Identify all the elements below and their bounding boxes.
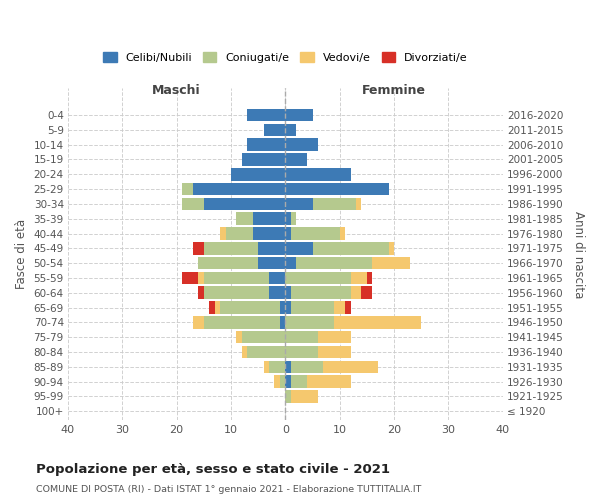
Bar [215,302,220,314]
Bar [291,212,296,225]
Bar [318,346,350,358]
Y-axis label: Fasce di età: Fasce di età [15,219,28,290]
Bar [307,376,350,388]
Bar [247,138,286,151]
Bar [204,272,269,284]
Bar [280,302,286,314]
Bar [286,346,318,358]
Bar [291,302,334,314]
Bar [286,286,291,299]
Bar [334,302,345,314]
Bar [286,242,313,254]
Bar [286,331,318,344]
Bar [182,198,204,210]
Bar [253,227,286,240]
Bar [199,272,204,284]
Bar [340,227,345,240]
Bar [286,153,307,166]
Bar [204,198,286,210]
Bar [286,124,296,136]
Bar [220,302,280,314]
Bar [199,257,258,270]
Bar [274,376,280,388]
Bar [286,272,350,284]
Bar [269,272,286,284]
Legend: Celibi/Nubili, Coniugati/e, Vedovi/e, Divorziati/e: Celibi/Nubili, Coniugati/e, Vedovi/e, Di… [99,48,472,67]
Bar [286,212,291,225]
Bar [182,183,193,196]
Bar [291,360,323,373]
Bar [193,242,204,254]
Bar [286,183,389,196]
Bar [361,286,373,299]
Bar [286,168,350,180]
Bar [258,242,286,254]
Bar [193,183,286,196]
Bar [313,198,356,210]
Bar [286,376,291,388]
Bar [291,390,318,402]
Bar [242,331,286,344]
Bar [367,272,373,284]
Bar [236,331,242,344]
Bar [280,316,286,328]
Bar [323,360,378,373]
Bar [356,198,361,210]
Text: COMUNE DI POSTA (RI) - Dati ISTAT 1° gennaio 2021 - Elaborazione TUTTITALIA.IT: COMUNE DI POSTA (RI) - Dati ISTAT 1° gen… [36,485,421,494]
Bar [291,286,350,299]
Bar [286,108,313,122]
Bar [350,286,361,299]
Bar [280,376,286,388]
Bar [286,138,318,151]
Bar [286,390,291,402]
Bar [242,346,247,358]
Bar [318,331,350,344]
Bar [204,242,258,254]
Bar [269,360,286,373]
Y-axis label: Anni di nascita: Anni di nascita [572,210,585,298]
Bar [286,360,291,373]
Bar [286,198,313,210]
Bar [263,360,269,373]
Bar [247,346,286,358]
Bar [286,227,291,240]
Bar [220,227,226,240]
Bar [182,272,199,284]
Bar [247,108,286,122]
Bar [236,212,253,225]
Bar [263,124,286,136]
Bar [291,227,340,240]
Bar [199,286,204,299]
Text: Femmine: Femmine [362,84,426,97]
Bar [296,257,373,270]
Bar [269,286,286,299]
Bar [226,227,253,240]
Bar [350,272,367,284]
Bar [345,302,350,314]
Bar [253,212,286,225]
Bar [286,302,291,314]
Bar [209,302,215,314]
Bar [258,257,286,270]
Bar [242,153,286,166]
Bar [291,376,307,388]
Bar [204,316,280,328]
Bar [389,242,394,254]
Bar [193,316,204,328]
Bar [286,257,296,270]
Bar [204,286,269,299]
Bar [334,316,421,328]
Bar [231,168,286,180]
Bar [286,316,334,328]
Bar [373,257,410,270]
Text: Popolazione per età, sesso e stato civile - 2021: Popolazione per età, sesso e stato civil… [36,462,390,475]
Bar [313,242,389,254]
Text: Maschi: Maschi [152,84,201,97]
